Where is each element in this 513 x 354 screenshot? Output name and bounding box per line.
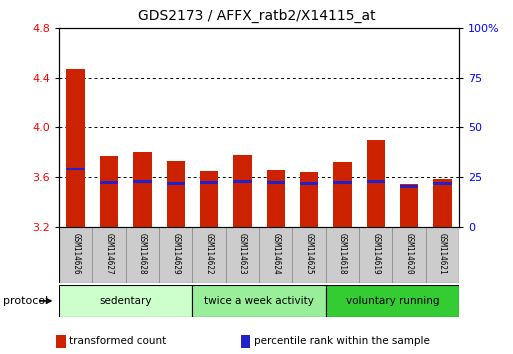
Bar bbox=[367, 180, 385, 183]
Bar bbox=[433, 179, 451, 227]
Bar bbox=[200, 181, 218, 184]
Text: GSM114623: GSM114623 bbox=[238, 233, 247, 275]
Bar bbox=[267, 181, 285, 184]
Bar bbox=[133, 152, 151, 227]
Bar bbox=[300, 182, 318, 185]
Bar bbox=[100, 156, 118, 227]
Bar bbox=[192, 285, 326, 317]
Text: percentile rank within the sample: percentile rank within the sample bbox=[254, 336, 430, 346]
Bar bbox=[333, 181, 351, 184]
Text: twice a week activity: twice a week activity bbox=[204, 296, 314, 306]
Text: GSM114625: GSM114625 bbox=[305, 233, 313, 275]
Text: GSM114627: GSM114627 bbox=[105, 233, 113, 275]
Text: GSM114624: GSM114624 bbox=[271, 233, 280, 275]
Bar bbox=[400, 184, 418, 227]
Bar bbox=[267, 170, 285, 227]
Bar bbox=[192, 227, 226, 283]
Text: protocol: protocol bbox=[3, 296, 48, 306]
Bar bbox=[67, 69, 85, 227]
Bar bbox=[326, 285, 459, 317]
Bar bbox=[392, 227, 426, 283]
Bar bbox=[167, 182, 185, 185]
Bar bbox=[226, 227, 259, 283]
Bar bbox=[159, 227, 192, 283]
Text: GSM114619: GSM114619 bbox=[371, 233, 380, 275]
Bar bbox=[59, 227, 92, 283]
Bar bbox=[126, 227, 159, 283]
Bar bbox=[59, 285, 192, 317]
Bar bbox=[233, 155, 251, 227]
Text: sedentary: sedentary bbox=[100, 296, 152, 306]
Bar bbox=[133, 180, 151, 183]
Bar bbox=[400, 185, 418, 188]
Bar bbox=[92, 227, 126, 283]
Bar bbox=[200, 171, 218, 227]
Bar bbox=[259, 227, 292, 283]
Text: GDS2173 / AFFX_ratb2/X14115_at: GDS2173 / AFFX_ratb2/X14115_at bbox=[137, 9, 376, 23]
Text: GSM114618: GSM114618 bbox=[338, 233, 347, 275]
Text: GSM114622: GSM114622 bbox=[205, 233, 213, 275]
Text: transformed count: transformed count bbox=[69, 336, 167, 346]
Bar bbox=[433, 182, 451, 185]
Bar bbox=[426, 227, 459, 283]
Text: GSM114629: GSM114629 bbox=[171, 233, 180, 275]
Bar bbox=[300, 172, 318, 227]
Bar bbox=[359, 227, 392, 283]
Bar bbox=[167, 161, 185, 227]
Bar bbox=[100, 181, 118, 184]
Bar bbox=[333, 162, 351, 227]
Text: GSM114620: GSM114620 bbox=[405, 233, 413, 275]
Text: GSM114621: GSM114621 bbox=[438, 233, 447, 275]
Bar bbox=[326, 227, 359, 283]
Text: GSM114628: GSM114628 bbox=[138, 233, 147, 275]
Bar bbox=[292, 227, 326, 283]
Bar bbox=[67, 167, 85, 170]
Text: voluntary running: voluntary running bbox=[346, 296, 439, 306]
Bar bbox=[233, 180, 251, 183]
Text: GSM114626: GSM114626 bbox=[71, 233, 80, 275]
Bar bbox=[367, 140, 385, 227]
